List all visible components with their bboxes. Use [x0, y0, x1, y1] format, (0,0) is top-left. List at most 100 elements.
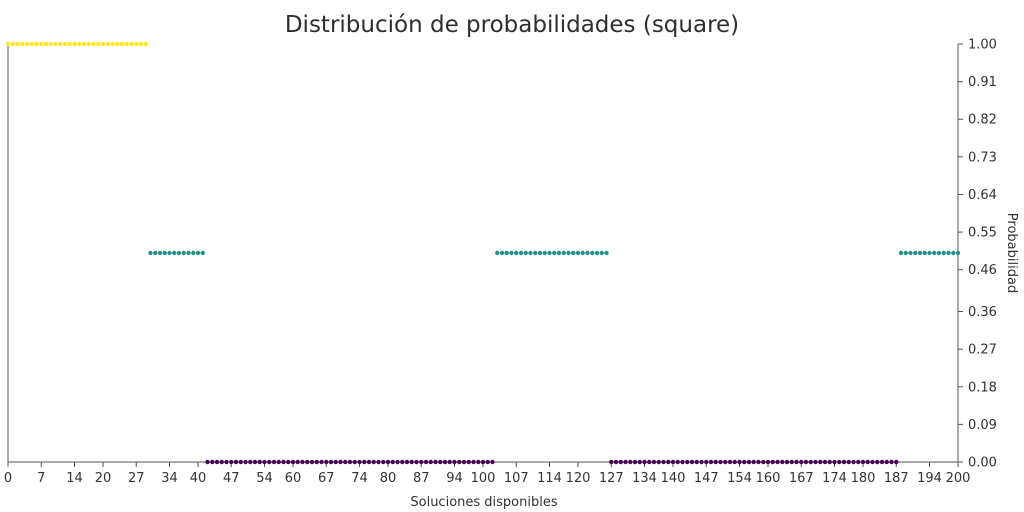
data-point	[946, 250, 951, 256]
x-tick-label: 54	[256, 471, 273, 486]
data-point	[352, 459, 357, 465]
data-point	[609, 459, 614, 465]
data-point	[628, 459, 633, 465]
data-point	[718, 459, 723, 465]
data-point	[803, 459, 809, 465]
data-point	[96, 41, 101, 47]
data-point	[186, 250, 191, 256]
data-point	[860, 459, 866, 465]
data-point	[385, 459, 391, 465]
x-tick-label: 120	[566, 471, 591, 486]
y-tick-label: 0.82	[968, 113, 997, 128]
data-point	[613, 459, 619, 465]
x-tick-label: 140	[661, 471, 686, 486]
data-point	[561, 250, 566, 256]
x-tick-label: 67	[318, 471, 335, 486]
data-point	[742, 459, 747, 465]
y-tick-label: 0.46	[968, 263, 997, 278]
data-point	[442, 459, 448, 465]
data-point	[723, 459, 728, 465]
data-point	[343, 459, 348, 465]
x-tick-label: 47	[223, 471, 240, 486]
data-point	[656, 459, 661, 465]
y-tick-label: 0.91	[968, 75, 997, 90]
x-tick-label: 180	[851, 471, 876, 486]
data-point	[224, 459, 229, 465]
data-point	[808, 459, 813, 465]
data-point	[704, 459, 709, 465]
data-point	[324, 459, 329, 465]
data-point	[689, 459, 695, 465]
x-tick-label: 127	[599, 471, 624, 486]
data-point	[908, 250, 913, 256]
data-point	[110, 41, 115, 47]
data-point	[314, 459, 319, 465]
data-point	[148, 250, 153, 256]
data-point	[955, 250, 961, 256]
x-axis-label: Soluciones disponibles	[410, 495, 557, 510]
data-point	[789, 459, 794, 465]
data-point	[172, 250, 177, 256]
data-point	[471, 459, 476, 465]
data-point	[357, 459, 362, 465]
data-point	[827, 459, 832, 465]
data-point	[794, 459, 799, 465]
data-point	[381, 459, 386, 465]
data-point	[328, 459, 334, 465]
data-point	[637, 459, 642, 465]
data-point	[623, 459, 628, 465]
data-point	[461, 459, 467, 465]
data-point	[62, 41, 68, 47]
data-point	[765, 459, 771, 465]
x-tick-label: 167	[789, 471, 814, 486]
data-point	[447, 459, 452, 465]
data-point	[86, 41, 91, 47]
data-point	[24, 41, 30, 47]
data-point	[518, 250, 524, 256]
data-point	[309, 459, 315, 465]
data-point	[29, 41, 34, 47]
data-point	[599, 250, 604, 256]
x-tick-label: 7	[37, 471, 45, 486]
data-point	[376, 459, 381, 465]
data-point	[913, 250, 918, 256]
data-point	[271, 459, 277, 465]
x-tick-label: 147	[694, 471, 719, 486]
data-point	[898, 250, 904, 256]
data-point	[129, 41, 134, 47]
data-point	[238, 459, 243, 465]
data-point	[39, 41, 44, 47]
axes: 0 7 14 20 27 34 40 47 54 60 67 74 80 87 94 100 107 114 120…	[4, 38, 997, 487]
data-point	[414, 459, 419, 465]
data-point	[347, 459, 353, 465]
data-point	[404, 459, 410, 465]
data-point	[756, 459, 761, 465]
data-point	[409, 459, 414, 465]
y-tick-label: 0.36	[968, 305, 997, 320]
x-tick-label: 87	[413, 471, 430, 486]
data-point	[181, 250, 186, 256]
data-point	[134, 41, 139, 47]
data-point	[10, 41, 15, 47]
data-point	[210, 459, 215, 465]
data-point	[509, 250, 514, 256]
data-point	[727, 459, 733, 465]
data-point	[884, 459, 889, 465]
x-tick-label: 27	[128, 471, 145, 486]
x-tick-label: 107	[504, 471, 529, 486]
data-point	[138, 41, 144, 47]
data-point	[43, 41, 49, 47]
data-point	[257, 459, 262, 465]
data-point	[713, 459, 718, 465]
data-point	[305, 459, 310, 465]
data-point	[675, 459, 680, 465]
x-tick-label: 60	[285, 471, 302, 486]
y-tick-label: 0.09	[968, 418, 997, 433]
data-point	[390, 459, 395, 465]
data-point	[618, 459, 623, 465]
data-point	[476, 459, 481, 465]
data-point	[395, 459, 400, 465]
y-tick-label: 0.55	[968, 226, 997, 241]
data-point	[105, 41, 110, 47]
data-point	[751, 459, 756, 465]
